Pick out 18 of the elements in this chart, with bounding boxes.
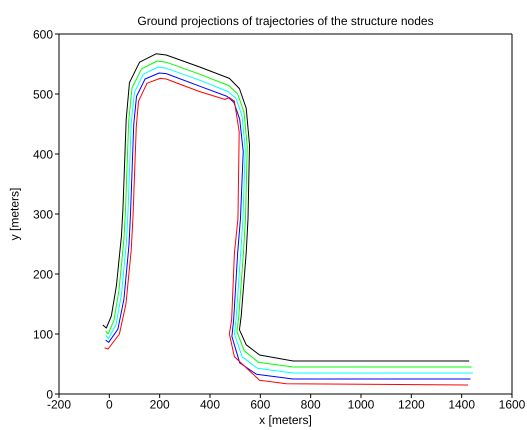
x-tick-label: 1200 — [398, 398, 426, 412]
x-tick-label: 1600 — [498, 398, 526, 412]
y-tick-label: 400 — [32, 147, 54, 162]
x-tick-label: 400 — [200, 398, 220, 412]
x-tick-label: 800 — [300, 398, 321, 412]
x-tick-label: 1000 — [348, 398, 375, 412]
x-tick-label: 0 — [106, 398, 113, 412]
y-tick-label: 200 — [32, 267, 54, 282]
y-tick-label: 300 — [32, 207, 54, 222]
x-axis-title: x [meters] — [259, 413, 312, 427]
x-tick-label: 200 — [150, 398, 170, 412]
x-tick-label: 600 — [250, 398, 271, 412]
x-tick-label: 1400 — [448, 398, 476, 412]
y-tick-label: 500 — [32, 87, 54, 102]
y-tick-label: 600 — [32, 27, 54, 42]
y-tick-label: 100 — [32, 327, 54, 342]
y-axis-title: y [meters] — [7, 188, 22, 240]
chart-title: Ground projections of trajectories of the structure nodes — [136, 14, 435, 28]
